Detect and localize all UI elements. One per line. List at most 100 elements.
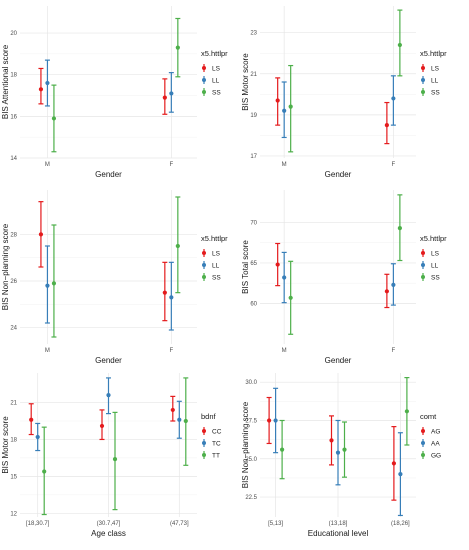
y-axis-title: BIS Total score	[241, 240, 250, 294]
x-axis-title: Age class	[91, 529, 126, 538]
x-tick-label: F	[392, 162, 396, 168]
legend-label: AG	[431, 429, 440, 436]
legend-item-gg: GG	[421, 451, 441, 460]
y-axis-title: BIS Motor score	[1, 416, 10, 474]
y-tick-label: 70	[250, 220, 257, 226]
errorbar-tc	[176, 400, 182, 439]
y-tick-label: 20	[10, 31, 17, 37]
y-tick-label: 15	[10, 474, 17, 480]
errorbar-ag	[391, 426, 397, 501]
x-axis-title: Gender	[325, 356, 352, 365]
legend-key-point	[202, 453, 206, 457]
mean-point	[275, 262, 280, 267]
mean-point	[162, 290, 167, 295]
errorbar-aa	[335, 419, 341, 486]
legend-item-ll: LL	[202, 76, 220, 85]
errorbar-ls	[162, 78, 168, 115]
chart-panel-1: 14 16 18 20 M F Gender BIS Attentional score x5.…	[1, 6, 228, 179]
x-tick-label: F	[392, 348, 396, 354]
y-tick-label: 27.5	[245, 418, 257, 424]
x-tick-label: M	[45, 162, 50, 168]
legend-key-point	[421, 90, 425, 94]
errorbar-ss	[51, 84, 57, 153]
legend-item-ls: LS	[202, 64, 221, 73]
y-tick-label: 12	[10, 511, 17, 517]
y-tick-label: 18	[10, 437, 17, 443]
mean-point	[45, 80, 50, 86]
mean-point	[329, 438, 334, 443]
mean-point	[162, 95, 167, 100]
y-tick-label: 16	[10, 114, 17, 120]
y-tick-label: 24	[10, 326, 17, 332]
mean-point	[398, 472, 403, 477]
legend-label: LL	[212, 78, 220, 85]
errorbar-ls	[275, 242, 281, 287]
mean-point	[177, 417, 182, 422]
errorbar-ls	[384, 101, 390, 145]
errorbar-gg	[404, 376, 410, 446]
legend-item-ll: LL	[421, 261, 439, 270]
x-axis-title: Educational level	[308, 529, 369, 538]
mean-point	[282, 108, 287, 113]
legend-label: SS	[431, 275, 440, 282]
legend-key-point	[421, 66, 425, 70]
y-tick-label: 19	[250, 113, 257, 119]
mean-point	[175, 45, 180, 50]
errorbar-ll	[168, 261, 174, 331]
mean-point	[169, 295, 174, 300]
errorbar-ss	[397, 194, 403, 262]
mean-point	[384, 123, 389, 128]
legend-title: x5.httlpr	[420, 234, 447, 243]
legend-item-ls: LS	[421, 64, 440, 73]
x-tick-label: F	[169, 348, 173, 354]
errorbar-ss	[175, 17, 181, 78]
legend-label: SS	[212, 275, 221, 282]
legend-item-ll: LL	[421, 76, 439, 85]
errorbar-ls	[384, 273, 390, 309]
mean-point	[397, 225, 402, 231]
legend-key-point	[421, 251, 425, 255]
errorbar-ls	[275, 77, 281, 126]
errorbar-aa	[273, 387, 279, 454]
mean-point	[391, 461, 396, 466]
mean-point	[397, 42, 402, 48]
errorbar-gg	[279, 419, 285, 480]
mean-point	[112, 457, 118, 462]
legend-key-point	[202, 90, 206, 94]
legend-key-point	[202, 441, 206, 445]
legend-key-point	[202, 251, 206, 255]
legend-item-ls: LS	[202, 249, 221, 258]
x-tick-label: M	[282, 162, 287, 168]
y-tick-label: 28	[10, 232, 17, 238]
legend-title: x5.httlpr	[201, 49, 228, 58]
mean-point	[170, 407, 175, 413]
legend-item-ss: SS	[421, 273, 440, 282]
errorbar-ss	[288, 64, 294, 153]
errorbar-cc	[170, 395, 176, 422]
legend-item-ss: SS	[421, 88, 440, 97]
errorbar-ls	[38, 201, 44, 268]
y-tick-label: 26	[10, 279, 17, 285]
errorbar-ll	[44, 59, 50, 107]
mean-point	[51, 281, 57, 286]
legend-label: LS	[212, 251, 221, 258]
errorbar-ls	[38, 67, 44, 105]
legend-key-point	[202, 263, 206, 267]
errorbar-ll	[281, 251, 287, 304]
errorbar-ll	[281, 81, 287, 139]
legend-label: LL	[431, 78, 439, 85]
legend-key-point	[421, 441, 425, 445]
x-tick-label: [18,30.7]	[26, 521, 50, 527]
x-tick-label: (30.7,47]	[97, 521, 121, 527]
legend-label: LL	[212, 263, 220, 270]
mean-point	[404, 409, 409, 414]
mean-point	[45, 283, 50, 288]
chart-panel-2: 17 19 21 23 M F Gender BIS Motor score x5.httlpr…	[241, 6, 447, 179]
mean-point	[267, 418, 272, 423]
errorbar-gg	[342, 421, 347, 478]
errorbar-ss	[397, 9, 403, 77]
legend-key-point	[202, 429, 206, 433]
legend-item-ss: SS	[202, 88, 221, 97]
errorbar-ls	[162, 261, 168, 322]
errorbar-ss	[288, 260, 294, 335]
